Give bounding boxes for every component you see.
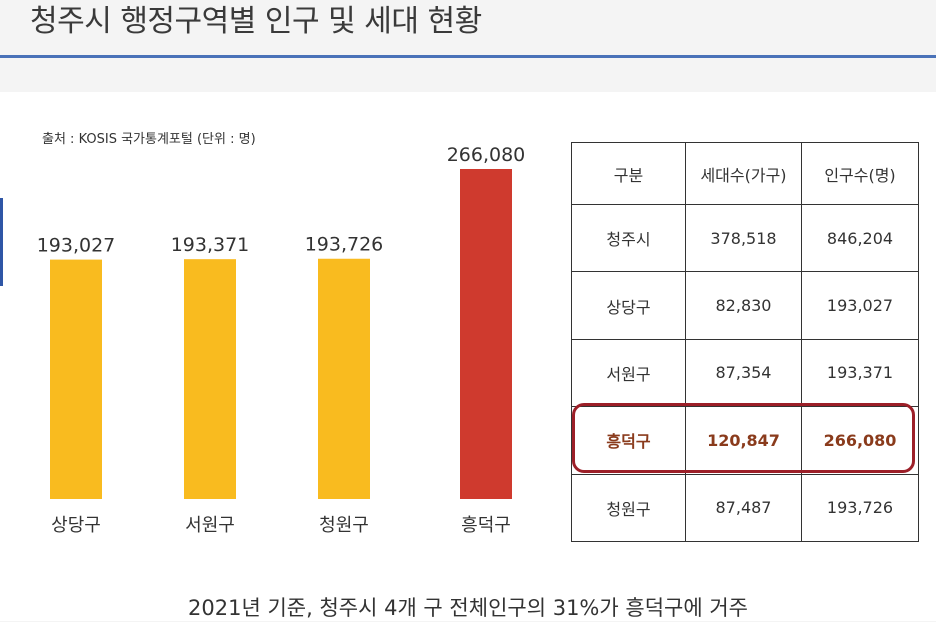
table-header-row: 구분 세대수(가구) 인구수(명) bbox=[571, 142, 919, 205]
table-row: 상당구 82,830 193,027 bbox=[571, 271, 919, 340]
bar-상당구 bbox=[50, 259, 102, 499]
table-header-cell: 인구수(명) bbox=[801, 142, 919, 205]
table-cell: 846,204 bbox=[801, 203, 919, 273]
table-cell: 87,354 bbox=[685, 338, 802, 408]
table-row-highlighted: 흥덕구 120,847 266,080 bbox=[571, 406, 919, 475]
table-cell: 청주시 bbox=[571, 203, 686, 273]
table-cell: 266,080 bbox=[801, 406, 919, 475]
table-cell: 서원구 bbox=[571, 338, 686, 408]
bar-chart: 193,027 상당구 193,371 서원구 193,726 청원구 266,080 흥덕구 bbox=[37, 144, 526, 536]
table-cell: 120,847 bbox=[685, 406, 802, 475]
bar-청원구 bbox=[318, 258, 370, 499]
table-row: 청원구 87,487 193,726 bbox=[571, 473, 919, 543]
table-cell: 87,487 bbox=[685, 473, 802, 543]
table-header-cell: 세대수(가구) bbox=[685, 142, 802, 205]
source-note: 출처 : KOSIS 국가통계포털 (단위 : 명) bbox=[42, 132, 256, 147]
category-label: 서원구 bbox=[185, 515, 235, 536]
table-cell: 193,027 bbox=[801, 271, 919, 340]
table-row: 청주시 378,518 846,204 bbox=[571, 203, 919, 273]
highlight-row-outline bbox=[572, 403, 915, 473]
bar-value-label: 193,371 bbox=[171, 234, 250, 256]
table-cell: 82,830 bbox=[685, 271, 802, 340]
bar-서원구 bbox=[184, 259, 236, 499]
category-label: 청원구 bbox=[319, 515, 369, 536]
table-cell: 청원구 bbox=[571, 473, 686, 543]
population-table: 구분 세대수(가구) 인구수(명) 청주시 378,518 846,204 상당… bbox=[571, 142, 919, 543]
chart-caption: 2021년 기준, 청주시 4개 구 전체인구의 31%가 흥덕구에 거주 bbox=[188, 596, 748, 620]
table-cell: 193,371 bbox=[801, 338, 919, 408]
bar-value-label: 266,080 bbox=[447, 144, 526, 166]
table-cell: 상당구 bbox=[571, 271, 686, 340]
table-header-cell: 구분 bbox=[571, 142, 686, 205]
table-cell: 378,518 bbox=[685, 203, 802, 273]
bar-value-label: 193,726 bbox=[305, 234, 384, 256]
left-accent-bar bbox=[0, 198, 3, 286]
table-cell: 193,726 bbox=[801, 473, 919, 543]
table-row: 서원구 87,354 193,371 bbox=[571, 338, 919, 408]
category-label: 상당구 bbox=[51, 515, 101, 536]
table-cell: 흥덕구 bbox=[571, 406, 686, 475]
bar-흥덕구 bbox=[460, 169, 512, 499]
page-title: 청주시 행정구역별 인구 및 세대 현황 bbox=[30, 4, 482, 39]
header-bar: 청주시 행정구역별 인구 및 세대 현황 bbox=[0, 0, 936, 58]
bar-value-label: 193,027 bbox=[37, 235, 116, 257]
category-label: 흥덕구 bbox=[461, 515, 511, 536]
